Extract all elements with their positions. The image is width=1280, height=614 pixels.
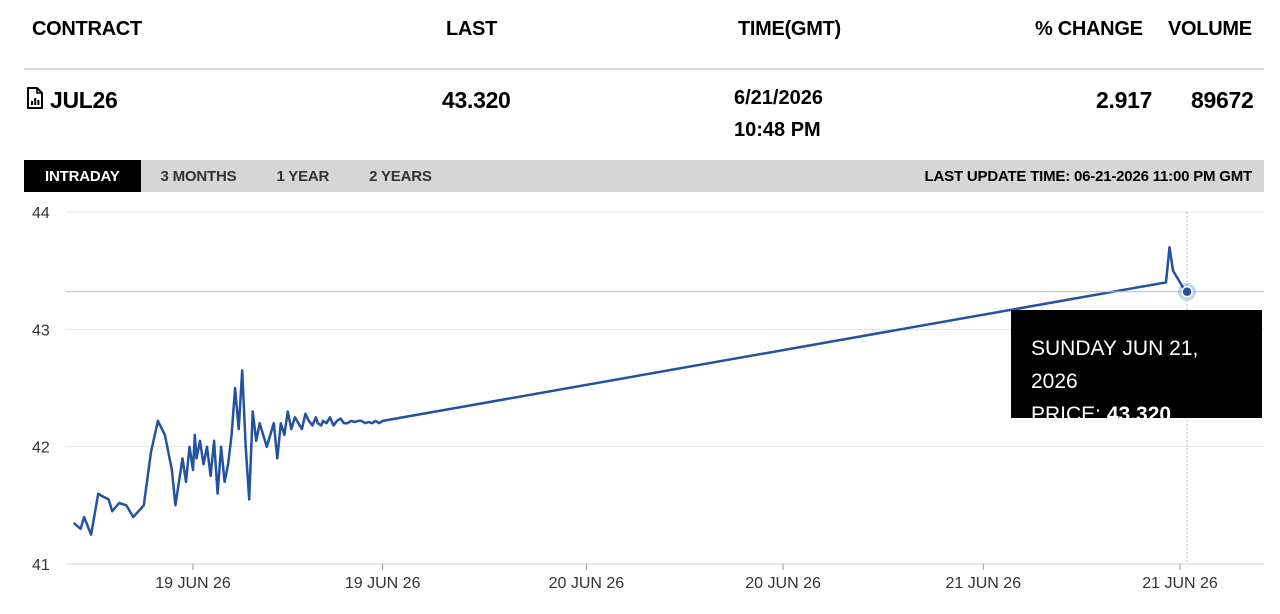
price-chart[interactable]: 41 42 43 44 19 JUN 26 19 JUN 26 20 JUN 26 20 JU… — [0, 192, 1280, 614]
chart-document-icon — [26, 87, 44, 114]
change-value: 2.917 — [1096, 87, 1153, 113]
date-value: 6/21/2026 — [734, 87, 823, 109]
volume-value: 89672 — [1191, 87, 1254, 113]
x-tick-label: 20 JUN 26 — [549, 575, 625, 592]
header-time: TIME(GMT) — [738, 18, 841, 40]
y-tick-label: 41 — [32, 557, 50, 574]
tab-3-months[interactable]: 3 MONTHS — [160, 167, 237, 185]
x-tick-label: 19 JUN 26 — [155, 575, 231, 592]
x-tick-label: 21 JUN 26 — [1142, 575, 1218, 592]
hover-marker — [1181, 286, 1193, 298]
tooltip-price-value: 43.320 — [1106, 403, 1172, 426]
tooltip-date: SUNDAY JUN 21, 2026 — [1031, 337, 1199, 393]
tab-2-years[interactable]: 2 YEARS — [369, 167, 432, 185]
contract-cell[interactable]: JUL26 — [26, 87, 118, 114]
header-change: % CHANGE — [1035, 18, 1143, 40]
header-last: LAST — [446, 18, 498, 40]
price-series-line — [72, 245, 1188, 536]
range-tab-bar: INTRADAY 3 MONTHS 1 YEAR 2 YEARS LAST UP… — [24, 160, 1264, 192]
y-tick-label: 44 — [32, 205, 50, 222]
last-value: 43.320 — [442, 87, 511, 113]
last-update-time: LAST UPDATE TIME: 06-21-2026 11:00 PM GM… — [924, 167, 1253, 185]
x-tick-label: 20 JUN 26 — [745, 575, 821, 592]
tooltip-price-row: PRICE: 43.320 — [1031, 398, 1242, 431]
price-tooltip: SUNDAY JUN 21, 2026 PRICE: 43.320 — [1011, 310, 1262, 426]
time-value: 10:48 PM — [734, 119, 821, 141]
x-tick-label: 19 JUN 26 — [345, 575, 421, 592]
y-tick-label: 43 — [32, 322, 50, 339]
header-volume: VOLUME — [1168, 18, 1252, 40]
header-divider — [24, 68, 1264, 70]
x-tick-label: 21 JUN 26 — [946, 575, 1022, 592]
header-contract: CONTRACT — [32, 18, 142, 40]
contract-value: JUL26 — [50, 87, 118, 113]
tab-intraday[interactable]: INTRADAY — [24, 160, 141, 192]
tab-1-year[interactable]: 1 YEAR — [276, 167, 330, 185]
y-tick-label: 42 — [32, 440, 50, 457]
tooltip-price-label: PRICE: — [1031, 403, 1102, 426]
